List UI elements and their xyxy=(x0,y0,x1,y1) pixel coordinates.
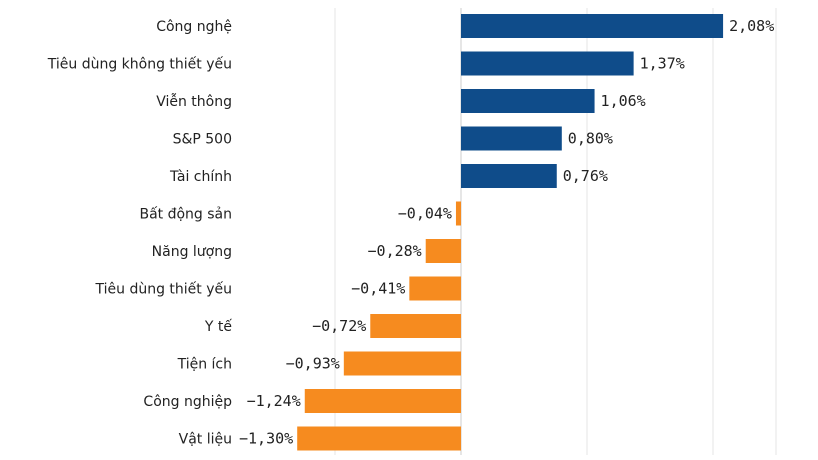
bar xyxy=(461,89,595,113)
category-label: S&P 500 xyxy=(173,132,232,148)
value-label: −1,30% xyxy=(239,430,293,448)
bar xyxy=(461,164,557,188)
value-label: 1,06% xyxy=(601,92,646,110)
category-label: Tiện ích xyxy=(177,357,232,373)
bar xyxy=(370,314,461,338)
category-label: Y tế xyxy=(204,318,232,335)
value-label: −0,28% xyxy=(368,242,422,260)
bar xyxy=(461,126,562,151)
value-label: −0,72% xyxy=(312,317,366,335)
value-label: −1,24% xyxy=(247,392,301,410)
bar xyxy=(343,351,461,376)
value-label: 0,76% xyxy=(563,167,608,185)
value-label: 1,37% xyxy=(640,55,685,73)
category-label: Năng lượng xyxy=(152,244,232,260)
category-label: Công nghệ xyxy=(156,19,232,35)
value-label: −0,04% xyxy=(398,205,452,223)
bar xyxy=(455,201,461,226)
bar xyxy=(425,239,461,263)
value-label: −0,41% xyxy=(351,280,405,298)
bar xyxy=(461,51,634,76)
bar xyxy=(304,389,461,413)
category-label: Tiêu dùng không thiết yếu xyxy=(47,56,232,73)
value-label: 0,80% xyxy=(568,130,613,148)
category-label: Viễn thông xyxy=(156,93,232,110)
category-label: Bất động sản xyxy=(139,207,232,223)
value-label: 2,08% xyxy=(729,17,774,35)
value-label: −0,93% xyxy=(286,355,340,373)
category-label: Công nghiệp xyxy=(143,394,232,410)
category-label: Tài chính xyxy=(169,169,232,185)
bar xyxy=(461,14,724,38)
category-label: Vật liệu xyxy=(179,432,232,448)
bar xyxy=(297,426,461,451)
bar xyxy=(409,276,461,301)
category-label: Tiêu dùng thiết yếu xyxy=(95,281,233,298)
